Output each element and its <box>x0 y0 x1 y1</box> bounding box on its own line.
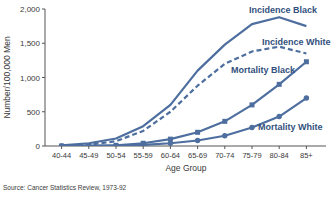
x-tick <box>197 146 198 149</box>
point-marker <box>168 141 173 146</box>
point-marker <box>59 144 64 147</box>
chart: 0 500 1,000 1,500 2,000 40-44 45-49 50-54 55-59 6… <box>0 0 336 197</box>
x-tick <box>279 146 280 149</box>
point-marker <box>195 138 200 143</box>
y-tick-label: 500 <box>27 108 41 117</box>
point-marker <box>195 130 200 135</box>
point-marker <box>222 119 227 124</box>
point-marker <box>141 142 146 146</box>
x-axis-label: Age Group <box>165 163 206 173</box>
y-tick-label: 1,000 <box>20 74 41 83</box>
source-note: Source: Cancer Statistics Review, 1973-9… <box>3 184 127 191</box>
x-tick <box>306 146 307 149</box>
point-marker <box>86 143 91 146</box>
x-tick-label: 40-44 <box>52 151 71 160</box>
x-tick <box>170 146 171 149</box>
x-tick <box>143 146 144 149</box>
x-tick-label: 45-49 <box>79 151 98 160</box>
x-tick-label: 60-64 <box>161 151 180 160</box>
x-tick <box>61 146 62 149</box>
y-tick-label: 2,000 <box>20 5 41 14</box>
point-marker <box>59 143 64 146</box>
x-tick-label: 65-69 <box>188 151 207 160</box>
point-marker <box>250 102 255 107</box>
x-tick-label: 70-74 <box>215 151 234 160</box>
point-marker <box>113 143 118 146</box>
y-tick-label: 0 <box>36 142 41 151</box>
point-marker <box>277 114 282 119</box>
y-axis-label: Number/100,000 Men <box>2 36 12 118</box>
y-tick <box>42 9 45 10</box>
x-tick-label: 85+ <box>300 151 313 160</box>
point-marker <box>114 143 119 146</box>
x-tick-label: 50-54 <box>106 151 125 160</box>
series-label: Incidence Black <box>249 5 318 15</box>
x-tick-label: 75-79 <box>242 151 261 160</box>
series-label: Mortality White <box>258 122 323 132</box>
x-tick <box>116 146 117 149</box>
point-marker <box>304 59 309 64</box>
x-tick-label: 55-59 <box>134 151 153 160</box>
point-marker <box>249 125 254 130</box>
x-tick <box>252 146 253 149</box>
point-marker <box>277 82 282 87</box>
x-tick <box>88 146 89 149</box>
y-tick <box>42 77 45 78</box>
point-marker <box>86 143 91 146</box>
point-marker <box>304 95 309 100</box>
point-marker <box>222 133 227 138</box>
y-tick-label: 1,500 <box>20 39 41 48</box>
y-tick <box>42 43 45 44</box>
y-tick <box>42 111 45 112</box>
series-label: Incidence White <box>262 37 331 47</box>
x-tick <box>224 146 225 149</box>
series-label: Mortality Black <box>231 65 296 75</box>
series-line <box>62 62 307 146</box>
y-tick <box>42 146 45 147</box>
x-tick-label: 80-84 <box>270 151 289 160</box>
